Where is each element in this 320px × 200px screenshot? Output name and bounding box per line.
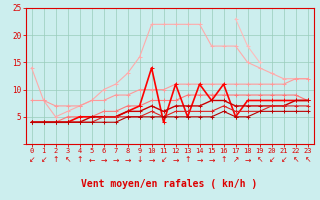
Text: ↙: ↙ [160, 156, 167, 164]
Text: →: → [196, 156, 203, 164]
Text: Vent moyen/en rafales ( kn/h ): Vent moyen/en rafales ( kn/h ) [82, 179, 258, 189]
Text: ↖: ↖ [292, 156, 299, 164]
Text: ↖: ↖ [64, 156, 71, 164]
Text: →: → [124, 156, 131, 164]
Text: ↖: ↖ [256, 156, 263, 164]
Text: ↑: ↑ [184, 156, 191, 164]
Text: ←: ← [88, 156, 95, 164]
Text: →: → [100, 156, 107, 164]
Text: →: → [112, 156, 119, 164]
Text: →: → [172, 156, 179, 164]
Text: ↖: ↖ [304, 156, 311, 164]
Text: ↙: ↙ [280, 156, 287, 164]
Text: ↙: ↙ [268, 156, 275, 164]
Text: ↑: ↑ [76, 156, 83, 164]
Text: ↑: ↑ [220, 156, 227, 164]
Text: →: → [208, 156, 215, 164]
Text: ↙: ↙ [28, 156, 35, 164]
Text: ↑: ↑ [52, 156, 59, 164]
Text: →: → [148, 156, 155, 164]
Text: ↗: ↗ [232, 156, 239, 164]
Text: ↓: ↓ [136, 156, 143, 164]
Text: ↙: ↙ [40, 156, 47, 164]
Text: →: → [244, 156, 251, 164]
